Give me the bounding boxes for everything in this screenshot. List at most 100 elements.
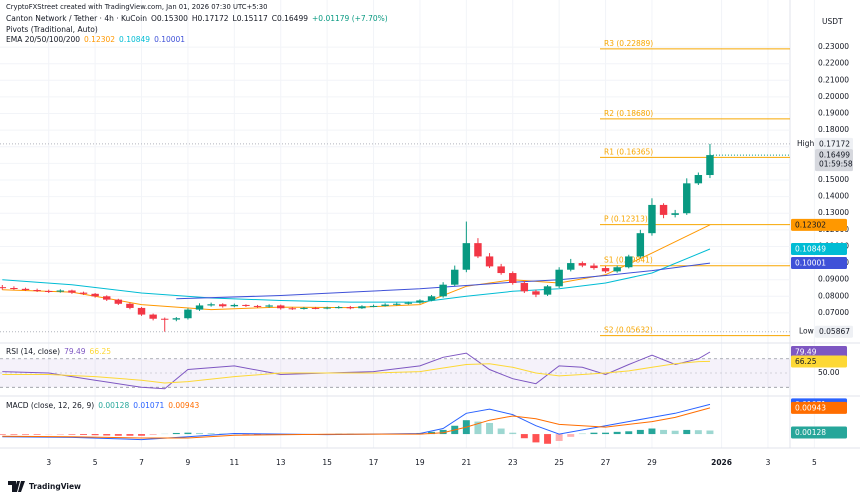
x-tick-label: 5 — [93, 458, 98, 467]
candle-body — [648, 204, 656, 234]
ema-badge: 0.10001 — [795, 259, 826, 268]
macd-histogram-bar — [671, 430, 679, 435]
candle-body — [555, 269, 563, 287]
candle-body — [474, 243, 482, 257]
pivots-legend: Pivots (Traditional, Auto) — [6, 25, 98, 35]
candle-body — [439, 284, 447, 297]
candle-body — [625, 256, 633, 268]
ema-badge: 0.10849 — [795, 244, 826, 253]
macd-histogram-bar — [683, 429, 691, 435]
macd-hist-value: 0.00128 — [98, 401, 130, 410]
candle-body — [590, 265, 598, 269]
ema-badge-box — [791, 242, 847, 255]
x-tick-label: 21 — [462, 458, 472, 467]
ohlc-close: C0.16499 — [271, 14, 309, 23]
ema-title: EMA 20/50/100/200 — [6, 35, 81, 44]
macd-histogram-bar — [207, 433, 215, 435]
candle-body — [462, 243, 471, 270]
candle-body — [277, 305, 285, 309]
pivots-title: Pivots (Traditional, Auto) — [6, 25, 98, 34]
candle-body — [126, 303, 134, 308]
low-badge: 0.05867 — [819, 327, 850, 336]
x-tick-label: 17 — [369, 458, 379, 467]
macd-histogram-bar — [80, 434, 88, 435]
macd-histogram-bar — [555, 434, 563, 442]
candle-body — [497, 266, 505, 274]
macd-histogram-bar — [91, 434, 99, 436]
candle-body — [451, 269, 459, 285]
candle-body — [659, 204, 668, 215]
y-tick-label: 0.15000 — [818, 175, 849, 184]
ema-value: 0.10001 — [154, 35, 186, 44]
candle-body — [230, 304, 239, 307]
macd-histogram-bar — [68, 434, 76, 435]
ema-line — [176, 262, 711, 300]
rsi-badge-box — [791, 345, 847, 358]
macd-histogram-bar — [613, 431, 621, 435]
macd-histogram-bar — [126, 434, 134, 436]
ohlc-high: H0.17172 — [191, 14, 229, 23]
candle-body — [520, 283, 529, 292]
x-tick-label: 15 — [322, 458, 332, 467]
macd-histogram-bar — [114, 434, 122, 436]
countdown: 01:59:58 — [819, 160, 853, 169]
candle-body — [68, 290, 76, 293]
macd-histogram-bar — [694, 430, 702, 435]
macd-histogram-bar — [138, 434, 146, 436]
macd-histogram-bar — [567, 434, 575, 437]
brand-logo — [8, 481, 25, 492]
candle-body — [416, 300, 424, 303]
rsi-ma-value: 66.25 — [89, 347, 112, 356]
x-tick-label: 3 — [46, 458, 51, 467]
y-tick-label: 0.19000 — [818, 109, 849, 118]
candle-body — [601, 268, 610, 272]
low-badge-box — [815, 325, 853, 338]
x-tick-label: 13 — [276, 458, 286, 467]
macd-histogram-bar — [636, 429, 644, 435]
macd-histogram-bar — [196, 432, 204, 435]
y-tick-label: 0.13000 — [818, 208, 849, 217]
credit: CryptoFXStreet created with TradingView.… — [6, 3, 268, 11]
candle-body — [671, 213, 679, 215]
x-tick-label: 25 — [554, 458, 564, 467]
x-tick-label: 3 — [766, 458, 771, 467]
macd-badge-box — [791, 401, 847, 414]
ema-value: 0.12302 — [84, 35, 116, 44]
pivot-label: S2 (0.05632) — [604, 326, 653, 335]
candle-body — [358, 306, 366, 309]
candle-body — [393, 303, 401, 305]
macd-legend: MACD (close, 12, 26, 9) 0.00128 0.01071 … — [6, 401, 199, 411]
ohlc-change: +0.01179 (+7.70%) — [312, 14, 388, 23]
pivot-label: R1 (0.16365) — [604, 147, 653, 156]
candle-body — [335, 307, 343, 309]
macd-histogram-bar — [149, 434, 157, 435]
candle-body — [33, 289, 41, 291]
y-tick-label: 0.23000 — [818, 42, 849, 51]
candle-body — [694, 175, 703, 184]
ema-badge-box — [791, 218, 847, 231]
macd-histogram-bar — [10, 434, 18, 435]
candle-body — [21, 288, 30, 290]
rsi-value: 79.49 — [64, 347, 86, 356]
price-badge: 0.16499 — [819, 151, 850, 160]
candle-body — [369, 305, 378, 307]
pivot-label: R2 (0.18680) — [604, 109, 653, 118]
x-tick-label: 19 — [415, 458, 425, 467]
macd-histogram-bar — [660, 429, 668, 435]
macd-histogram-bar — [532, 434, 540, 443]
candle-body — [161, 318, 169, 320]
high-badge: 0.17172 — [819, 139, 850, 148]
candle-body — [381, 304, 389, 306]
macd-histogram-bar — [706, 430, 714, 435]
candle-body — [184, 309, 192, 319]
ema-badge: 0.12302 — [795, 220, 826, 229]
low-label: Low — [799, 327, 814, 336]
candle-body — [683, 183, 691, 214]
x-tick-label: 11 — [230, 458, 240, 467]
high-label: High — [797, 139, 814, 148]
macd-histogram-bar — [520, 434, 528, 439]
y-tick-label: 0.07000 — [818, 308, 849, 317]
rsi-badge: 66.25 — [795, 357, 817, 366]
